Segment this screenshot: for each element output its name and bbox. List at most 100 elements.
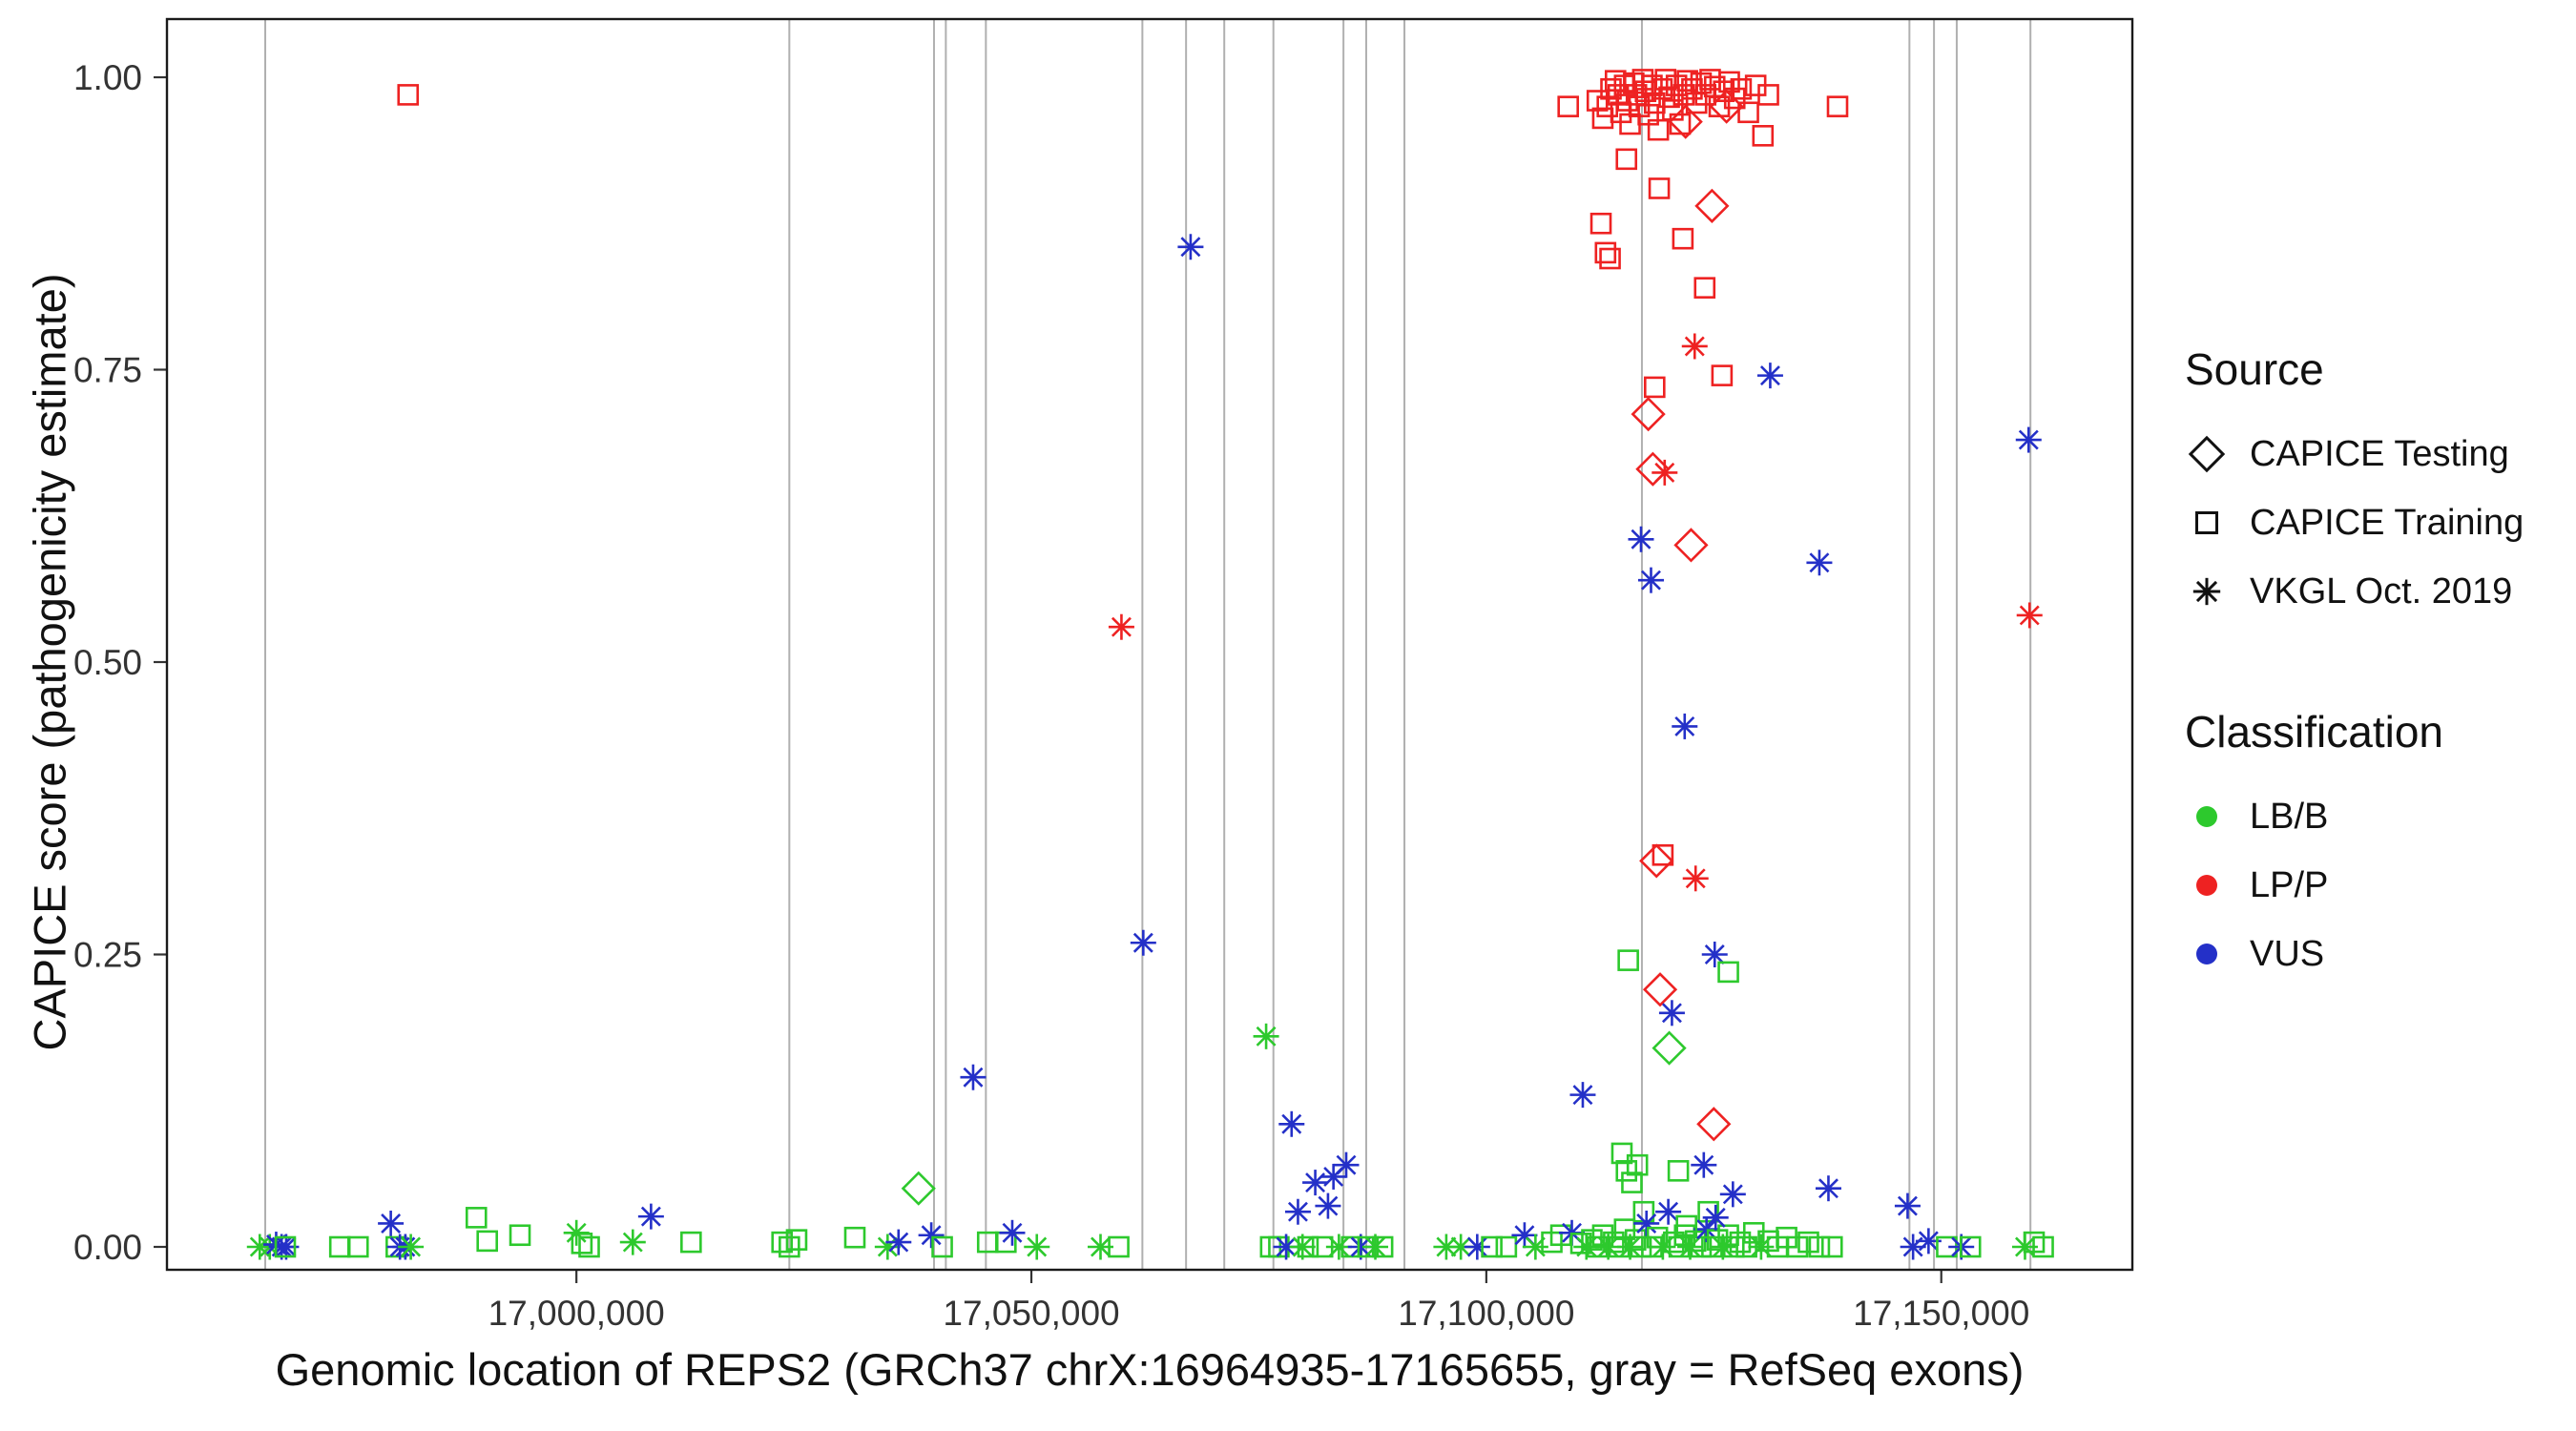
data-point-square <box>274 1235 297 1258</box>
data-point-diamond <box>1639 843 1674 879</box>
data-point-square <box>1730 77 1753 100</box>
legend-classification-title: Classification <box>2185 707 2443 757</box>
data-point-square <box>1654 69 1677 91</box>
data-point-asterisk <box>1108 613 1134 640</box>
data-point-square <box>1648 177 1671 199</box>
data-point-diamond <box>1694 188 1730 223</box>
data-point-asterisk <box>1302 1170 1329 1196</box>
data-point-square <box>1647 118 1670 141</box>
data-point-square <box>1697 1200 1719 1223</box>
data-point-asterisk <box>1681 333 1708 360</box>
data-point-asterisk <box>378 1210 405 1236</box>
data-point-square <box>1557 95 1580 117</box>
data-point-asterisk <box>999 1219 1026 1246</box>
data-point-square <box>509 1224 531 1247</box>
data-point-square <box>1591 1224 1614 1247</box>
data-point-square <box>1808 1235 1831 1258</box>
legend-source-items: CAPICE Testing CAPICE Training VKGL Oct. 2… <box>2185 420 2566 626</box>
data-point-square <box>571 1233 593 1255</box>
data-point-asterisk <box>1633 1210 1660 1236</box>
data-point-asterisk <box>398 1234 425 1260</box>
data-point-square <box>680 1231 702 1254</box>
data-point-square <box>465 1207 488 1229</box>
data-point-square <box>1599 247 1621 270</box>
data-point-square <box>785 1229 808 1251</box>
legend-source-item-1: CAPICE Training <box>2185 488 2566 557</box>
y-tick-label: 0.00 <box>73 1228 142 1267</box>
data-point-asterisk <box>1617 1234 1644 1260</box>
data-point-square <box>1669 113 1692 135</box>
data-point-asterisk <box>619 1229 646 1255</box>
legend-classification-item-1: LP/P <box>2185 851 2566 920</box>
legend-classification-item-2: VUS <box>2185 920 2566 988</box>
legend-source-item-0: CAPICE Testing <box>2185 420 2566 488</box>
data-point-asterisk <box>1024 1234 1050 1260</box>
data-point-square <box>397 84 420 106</box>
data-point-square <box>1621 1172 1643 1193</box>
data-point-square <box>1600 77 1622 100</box>
data-point-square <box>1675 1214 1697 1237</box>
data-point-asterisk <box>1637 567 1664 593</box>
data-point-asterisk <box>2016 602 2043 629</box>
data-point-square <box>1786 1235 1809 1258</box>
data-point-square <box>1797 1231 1819 1254</box>
data-point-square <box>1371 1235 1394 1258</box>
data-point-asterisk <box>960 1064 987 1090</box>
data-point-asterisk <box>1320 1163 1347 1190</box>
y-tick-label: 0.50 <box>73 643 142 682</box>
data-point-square <box>1594 241 1617 264</box>
data-point-asterisk <box>918 1222 945 1249</box>
legend-classification-label: LP/P <box>2250 864 2329 905</box>
data-point-asterisk <box>1894 1192 1921 1219</box>
data-point-asterisk <box>1702 1204 1729 1231</box>
data-point-asterisk <box>1569 1082 1596 1109</box>
data-point-square <box>1742 1221 1765 1244</box>
data-point-square <box>1757 84 1779 106</box>
y-axis-title: CAPICE score (pathogenicity estimate) <box>24 273 75 1051</box>
data-point-asterisk <box>637 1203 664 1230</box>
y-tick-label: 0.75 <box>73 351 142 390</box>
legend-classification-label: LB/B <box>2250 796 2329 837</box>
data-point-asterisk <box>1658 1000 1685 1027</box>
legend-source-label: CAPICE Training <box>2250 502 2524 543</box>
data-point-square <box>1826 95 1849 117</box>
data-point-asterisk <box>1177 234 1204 260</box>
data-point-asterisk <box>1433 1234 1460 1260</box>
x-tick-label: 17,100,000 <box>1398 1294 1574 1333</box>
x-tick-label: 17,050,000 <box>943 1294 1119 1333</box>
data-point-square <box>1603 1231 1625 1254</box>
data-point-square <box>1693 277 1716 299</box>
data-point-square <box>1718 71 1740 93</box>
data-point-asterisk <box>1284 1198 1311 1225</box>
data-point-square <box>1706 1229 1729 1251</box>
circle-icon <box>2196 806 2217 827</box>
axis-tick-labels: 17,000,000 17,050,000 17,100,000 17,150,000… <box>73 58 2029 1333</box>
data-point-asterisk <box>1655 1198 1682 1225</box>
data-point-asterisk <box>1278 1110 1305 1137</box>
data-point-asterisk <box>1447 1234 1474 1260</box>
data-point-diamond <box>1652 1030 1687 1066</box>
data-point-asterisk <box>1253 1023 1279 1049</box>
data-point-diamond <box>1642 972 1678 1007</box>
data-point-asterisk <box>1691 1151 1717 1178</box>
data-point-diamond <box>2188 435 2226 473</box>
data-point-square <box>1615 148 1638 171</box>
data-point-square <box>1722 1235 1745 1258</box>
y-tick-label: 0.25 <box>73 936 142 975</box>
data-point-diamond <box>901 1171 936 1206</box>
x-tick-label: 17,000,000 <box>488 1294 665 1333</box>
data-point-square <box>931 1235 953 1258</box>
legend: Source CAPICE Testing CAPICE Training VKGL… <box>2185 343 2566 988</box>
data-point-asterisk <box>1719 1181 1746 1208</box>
exon-lines <box>264 20 2032 1269</box>
legend-classification-items: LB/B LP/P VUS <box>2185 782 2566 988</box>
legend-classification-item-0: LB/B <box>2185 782 2566 851</box>
x-tick-label: 17,150,000 <box>1853 1294 2029 1333</box>
data-point-asterisk <box>1682 865 1709 892</box>
data-point-diamond <box>1709 89 1744 124</box>
data-point-square <box>843 1226 866 1249</box>
data-point-asterisk <box>1677 1234 1703 1260</box>
legend-source-label: VKGL Oct. 2019 <box>2250 570 2513 612</box>
asterisk-icon <box>2192 577 2221 606</box>
axis-ticks <box>154 75 1942 1283</box>
